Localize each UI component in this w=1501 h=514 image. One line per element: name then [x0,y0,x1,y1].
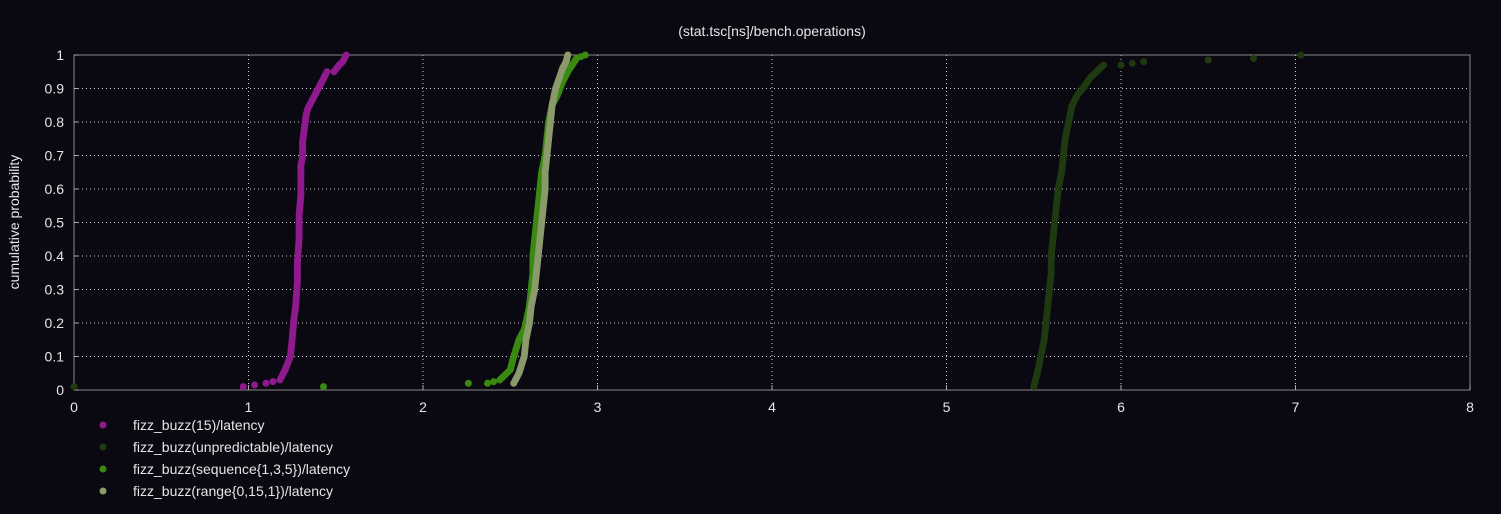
x-tick-label: 3 [594,399,602,415]
x-tick-label: 6 [1117,399,1125,415]
y-tick-label: 0.4 [45,248,65,264]
data-point [1250,54,1258,62]
grid [74,55,1470,390]
data-point [564,51,572,59]
y-tick-label: 0.2 [45,315,65,331]
data-point [581,51,589,59]
y-tick-label: 0.8 [45,114,65,130]
y-tick-label: 0 [56,382,64,398]
data-point [239,383,247,391]
y-axis-label: cumulative probability [6,155,22,290]
data-point [342,51,350,59]
data-point [70,383,78,391]
legend-marker [99,465,107,473]
data-point [1100,61,1108,69]
x-tick-label: 2 [419,399,427,415]
data-point [323,68,331,76]
data-point [269,378,277,386]
y-tick-label: 0.5 [45,215,65,231]
legend-label: fizz_buzz(15)/latency [133,417,265,433]
legend-marker [99,421,107,429]
data-point [1117,61,1125,69]
legend: fizz_buzz(15)/latency fizz_buzz(unpredict… [99,417,350,499]
y-tick-label: 0.1 [45,349,65,365]
y-tick-label: 0.3 [45,282,65,298]
series-0 [239,51,350,391]
data-point [251,381,259,389]
y-tick-label: 0.7 [45,148,65,164]
series-2 [320,51,589,391]
x-tick-label: 4 [768,399,776,415]
legend-label: fizz_buzz(range{0,15,1})/latency [133,483,333,499]
data-points [70,51,1305,391]
data-point [1297,51,1305,59]
data-point [464,379,472,387]
y-tick-label: 0.9 [45,81,65,97]
x-tick-label: 1 [245,399,253,415]
legend-label: fizz_buzz(sequence{1,3,5})/latency [133,461,350,477]
x-tick-label: 5 [943,399,951,415]
data-point [320,383,328,391]
y-tick-label: 0.6 [45,181,65,197]
axis-ticks: 0 1 2 3 4 5 6 7 8 0 0.1 0.2 0.3 0.4 0.5 0.6 0.7 0.8 0.9 1 [45,47,1475,415]
data-point [484,379,492,387]
data-point [1128,59,1136,67]
series-1 [70,51,1305,391]
data-point [1204,56,1212,64]
x-tick-label: 0 [70,399,78,415]
x-tick-label: 8 [1466,399,1474,415]
data-point [262,379,270,387]
x-tick-label: 7 [1292,399,1300,415]
legend-marker [99,487,107,495]
series-3 [510,51,572,387]
chart-title: (stat.tsc[ns]/bench.operations) [678,23,866,39]
data-point [490,378,498,386]
y-tick-label: 1 [56,47,64,63]
legend-label: fizz_buzz(unpredictable)/latency [133,439,333,455]
data-point [1140,58,1148,66]
legend-marker [99,443,107,451]
